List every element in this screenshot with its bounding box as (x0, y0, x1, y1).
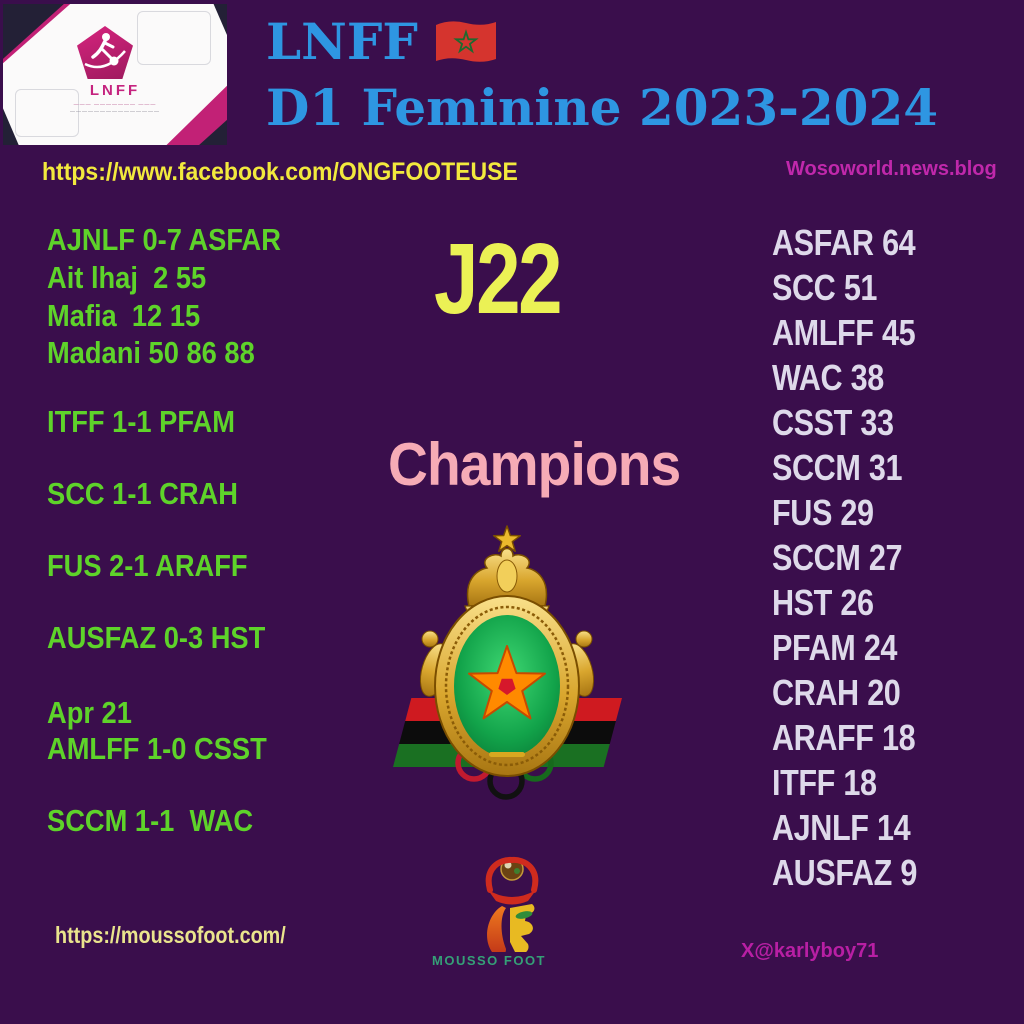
result-line: ITFF 1-1 PFAM (47, 404, 235, 439)
result-line: AJNLF 0-7 ASFAR (47, 222, 281, 257)
standings-row: SCCM 31 (772, 447, 903, 488)
champions-label: Champions (388, 431, 681, 498)
result-line: Madani 50 86 88 (47, 335, 255, 370)
morocco-flag-icon (435, 21, 496, 62)
result-line: AUSFAZ 0-3 HST (47, 620, 266, 655)
standings-row: CRAH 20 (772, 672, 901, 713)
standings-row: ASFAR 64 (772, 222, 916, 263)
standings-row: PFAM 24 (772, 627, 898, 668)
standings-row: AJNLF 14 (772, 807, 911, 848)
result-line: Ait lhaj 2 55 (47, 260, 207, 295)
card-decor-line (137, 11, 211, 65)
title-line-2: D1 Feminine 2023-2024 (266, 78, 939, 137)
card-decor-line (15, 89, 79, 137)
matchday-label: J22 (434, 223, 563, 335)
result-line: SCCM 1-1 WAC (47, 803, 254, 838)
standings-row: FUS 29 (772, 492, 874, 533)
standings-row: ARAFF 18 (772, 717, 916, 758)
lnff-card-arabic-text: ——— ——————— ——— (73, 102, 157, 108)
crest-shield (419, 595, 595, 777)
result-line: Mafia 12 15 (47, 298, 201, 333)
title-text: LNFF (266, 12, 418, 71)
standings-row: HST 26 (772, 582, 874, 623)
football-player-icon (84, 33, 126, 69)
mask-right (510, 904, 535, 952)
standings-row: SCCM 27 (772, 537, 903, 578)
mask-left (487, 906, 506, 952)
standings-row: WAC 38 (772, 357, 884, 398)
blog-link[interactable]: Wosoworld.news.blog (786, 158, 997, 180)
asfar-crest (419, 525, 595, 777)
result-line: SCC 1-1 CRAH (47, 476, 238, 511)
standings-row: ITFF 18 (772, 762, 877, 803)
mousso-foot-wordmark: MOUSSO FOOT (432, 953, 546, 968)
lnff-card-arabic-text: ——————————————— (70, 109, 160, 115)
facebook-link[interactable]: https://www.facebook.com/ONGFOOTEUSE (42, 158, 518, 186)
moussofoot-link[interactable]: https://moussofoot.com/ (55, 922, 286, 948)
leaf-icon (515, 911, 533, 919)
standings-row: CSST 33 (772, 402, 894, 443)
standings-row: SCC 51 (772, 267, 878, 308)
result-date: Apr 21 (47, 695, 132, 730)
standings-row: AMLFF 45 (772, 312, 916, 353)
lnff-card-wordmark: LNFF (89, 82, 141, 99)
title-line-1: LNFF (266, 12, 498, 71)
x-handle-link[interactable]: X@karlyboy71 (741, 940, 879, 962)
result-line: AMLFF 1-0 CSST (47, 731, 267, 766)
lnff-logo-card: LNFF ——— ——————— ——— ——————————————— (3, 4, 227, 145)
mousso-foot-logo (485, 856, 539, 952)
crest-arabic-text (489, 752, 525, 757)
standings-row: AUSFAZ 9 (772, 852, 917, 893)
result-line: FUS 2-1 ARAFF (47, 548, 248, 583)
